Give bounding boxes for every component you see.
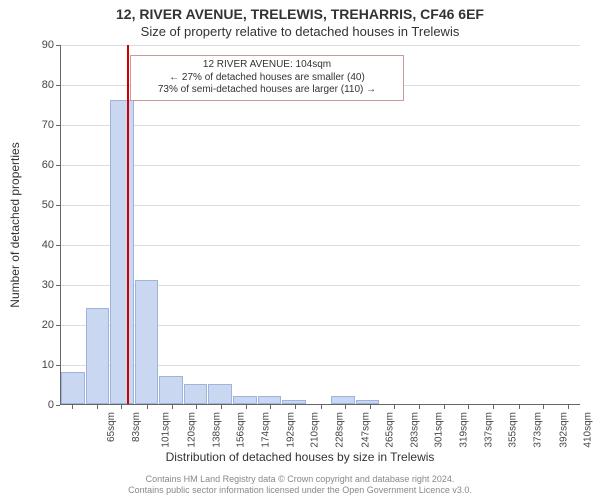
xtick-label: 319sqm bbox=[459, 412, 470, 448]
xtick-label: 65sqm bbox=[106, 412, 117, 442]
xtick-label: 355sqm bbox=[508, 412, 519, 448]
ytick-label: 50 bbox=[34, 199, 54, 211]
ytick-label: 20 bbox=[34, 319, 54, 331]
annotation-box: 12 RIVER AVENUE: 104sqm ← 27% of detache… bbox=[130, 55, 404, 101]
xtick-label: 247sqm bbox=[360, 412, 371, 448]
gridline-h bbox=[61, 125, 580, 126]
xtick-label: 373sqm bbox=[532, 412, 543, 448]
gridline-h bbox=[61, 45, 580, 46]
title-subtitle: Size of property relative to detached ho… bbox=[0, 24, 600, 39]
x-axis-label: Distribution of detached houses by size … bbox=[0, 450, 600, 464]
ytick-mark bbox=[56, 205, 60, 206]
histogram-bar bbox=[110, 100, 134, 404]
y-axis-label: Number of detached properties bbox=[8, 142, 22, 307]
xtick-label: 120sqm bbox=[187, 412, 198, 448]
xtick-label: 174sqm bbox=[261, 412, 272, 448]
xtick-mark bbox=[419, 405, 420, 409]
xtick-mark bbox=[519, 405, 520, 409]
xtick-mark bbox=[493, 405, 494, 409]
xtick-mark bbox=[321, 405, 322, 409]
histogram-bar bbox=[258, 396, 282, 404]
histogram-bar bbox=[184, 384, 208, 404]
xtick-mark bbox=[444, 405, 445, 409]
ytick-mark bbox=[56, 45, 60, 46]
xtick-mark bbox=[196, 405, 197, 409]
property-marker-line bbox=[127, 45, 129, 404]
xtick-mark bbox=[72, 405, 73, 409]
xtick-mark bbox=[97, 405, 98, 409]
gridline-h bbox=[61, 205, 580, 206]
title-address: 12, RIVER AVENUE, TRELEWIS, TREHARRIS, C… bbox=[0, 6, 600, 22]
histogram-bar bbox=[356, 400, 380, 404]
xtick-mark bbox=[221, 405, 222, 409]
ytick-mark bbox=[56, 285, 60, 286]
xtick-label: 283sqm bbox=[409, 412, 420, 448]
ytick-mark bbox=[56, 125, 60, 126]
xtick-label: 192sqm bbox=[285, 412, 296, 448]
ytick-mark bbox=[56, 405, 60, 406]
xtick-label: 265sqm bbox=[385, 412, 396, 448]
xtick-label: 210sqm bbox=[310, 412, 321, 448]
xtick-mark bbox=[568, 405, 569, 409]
xtick-mark bbox=[295, 405, 296, 409]
ytick-label: 60 bbox=[34, 159, 54, 171]
xtick-mark bbox=[543, 405, 544, 409]
xtick-mark bbox=[172, 405, 173, 409]
ytick-mark bbox=[56, 165, 60, 166]
xtick-mark bbox=[345, 405, 346, 409]
histogram-bar bbox=[159, 376, 183, 404]
ytick-label: 70 bbox=[34, 119, 54, 131]
footer-attribution: Contains HM Land Registry data © Crown c… bbox=[0, 474, 600, 496]
histogram-bar bbox=[135, 280, 159, 404]
histogram-bar bbox=[282, 400, 306, 404]
histogram-bar bbox=[61, 372, 85, 404]
ytick-label: 80 bbox=[34, 79, 54, 91]
ytick-label: 10 bbox=[34, 359, 54, 371]
annotation-line2: ← 27% of detached houses are smaller (40… bbox=[137, 72, 397, 85]
ytick-mark bbox=[56, 245, 60, 246]
histogram-bar bbox=[208, 384, 232, 404]
histogram-bar bbox=[86, 308, 110, 404]
ytick-label: 90 bbox=[34, 39, 54, 51]
xtick-mark bbox=[468, 405, 469, 409]
histogram-bar bbox=[233, 396, 257, 404]
xtick-mark bbox=[394, 405, 395, 409]
xtick-label: 101sqm bbox=[161, 412, 172, 448]
ytick-mark bbox=[56, 365, 60, 366]
annotation-line1: 12 RIVER AVENUE: 104sqm bbox=[137, 59, 397, 72]
xtick-mark bbox=[121, 405, 122, 409]
ytick-label: 0 bbox=[34, 399, 54, 411]
xtick-mark bbox=[246, 405, 247, 409]
xtick-label: 392sqm bbox=[558, 412, 569, 448]
xtick-mark bbox=[147, 405, 148, 409]
xtick-label: 138sqm bbox=[211, 412, 222, 448]
histogram-bar bbox=[331, 396, 355, 404]
xtick-label: 301sqm bbox=[434, 412, 445, 448]
xtick-label: 228sqm bbox=[334, 412, 345, 448]
ytick-mark bbox=[56, 85, 60, 86]
footer-line2: Contains public sector information licen… bbox=[0, 485, 600, 496]
annotation-line3: 73% of semi-detached houses are larger (… bbox=[137, 84, 397, 97]
ytick-label: 30 bbox=[34, 279, 54, 291]
xtick-label: 156sqm bbox=[236, 412, 247, 448]
xtick-mark bbox=[370, 405, 371, 409]
footer-line1: Contains HM Land Registry data © Crown c… bbox=[0, 474, 600, 485]
xtick-label: 83sqm bbox=[131, 412, 142, 442]
chart-container: 12, RIVER AVENUE, TRELEWIS, TREHARRIS, C… bbox=[0, 0, 600, 500]
gridline-h bbox=[61, 165, 580, 166]
xtick-label: 410sqm bbox=[583, 412, 594, 448]
gridline-h bbox=[61, 245, 580, 246]
xtick-label: 337sqm bbox=[483, 412, 494, 448]
ytick-mark bbox=[56, 325, 60, 326]
ytick-label: 40 bbox=[34, 239, 54, 251]
xtick-mark bbox=[270, 405, 271, 409]
